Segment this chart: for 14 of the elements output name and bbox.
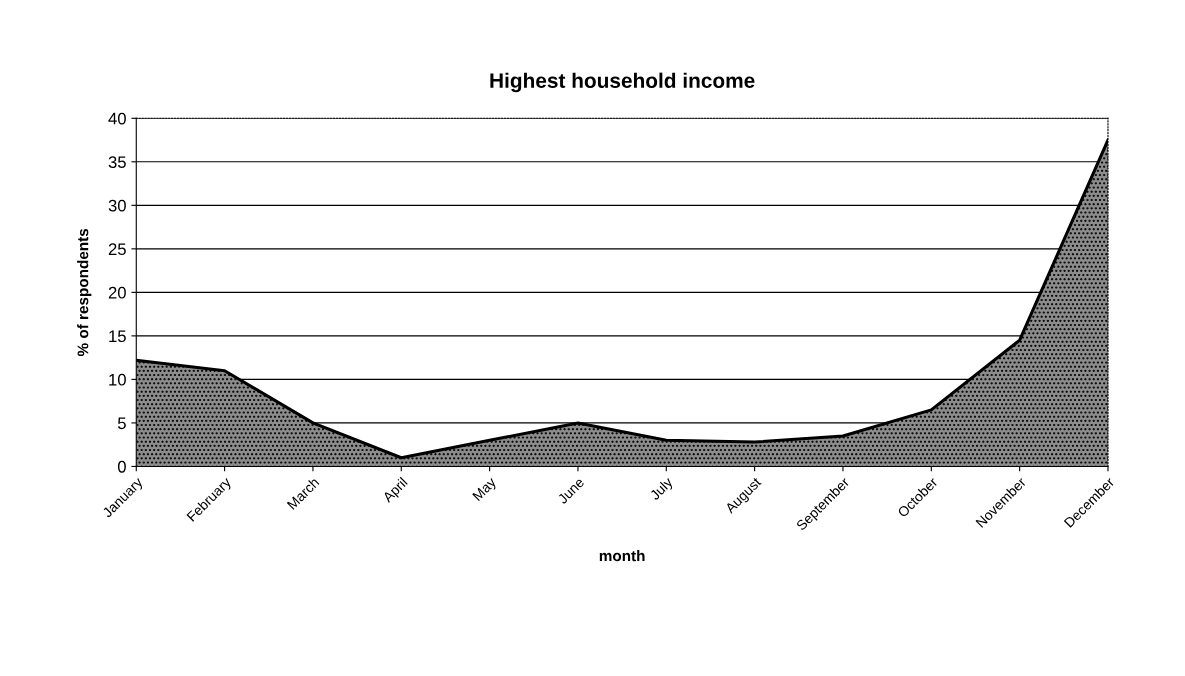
chart-title: Highest household income [490, 72, 755, 93]
y-tick-label: 10 [109, 373, 126, 386]
y-tick-label: 15 [109, 330, 126, 343]
y-axis-title: % of respondents [77, 228, 92, 357]
x-tick-label: July [648, 476, 676, 503]
y-tick-label: 35 [108, 156, 126, 169]
x-axis-title: month [599, 550, 645, 562]
y-tick-label: 5 [117, 417, 126, 430]
y-tick-label: 30 [108, 199, 126, 212]
y-tick-label: 0 [117, 460, 126, 473]
x-tick-label: May [472, 476, 499, 504]
y-tick-label: 20 [108, 286, 126, 299]
y-tick-label: 25 [108, 243, 126, 256]
y-tick-label: 40 [108, 112, 126, 125]
